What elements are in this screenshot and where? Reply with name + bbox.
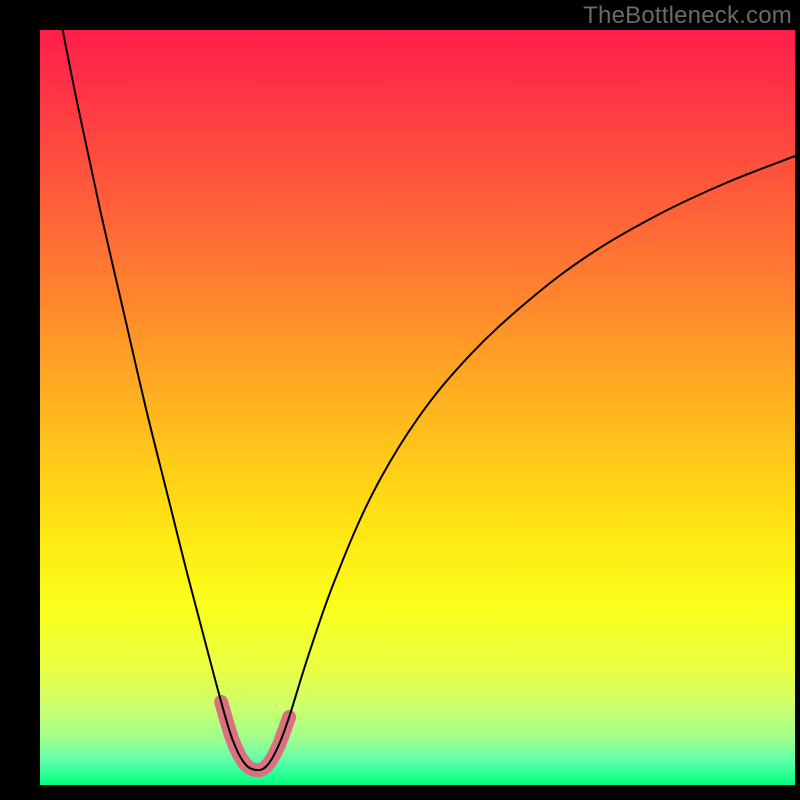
bottleneck-chart: [0, 0, 800, 800]
gradient-background: [40, 30, 795, 785]
chart-container: TheBottleneck.com: [0, 0, 800, 800]
watermark-text: TheBottleneck.com: [583, 2, 792, 30]
